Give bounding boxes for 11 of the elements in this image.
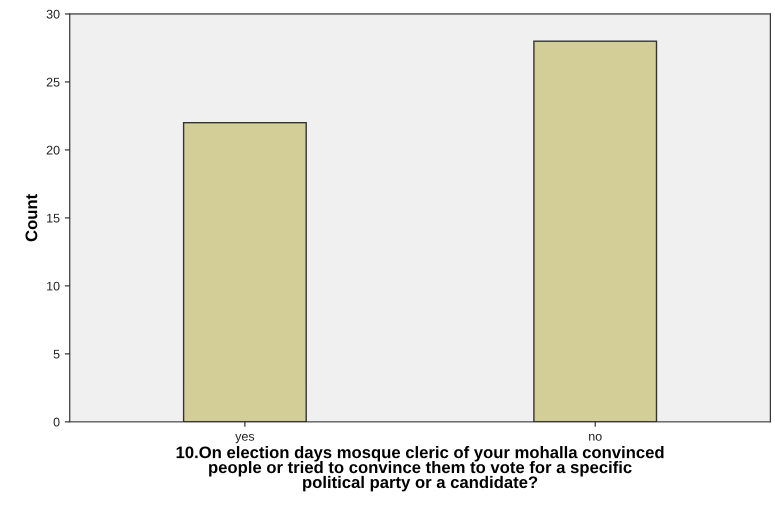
y-axis-title: Count xyxy=(25,194,38,242)
x-tick-label: no xyxy=(589,434,602,441)
x-tick-label: yes xyxy=(235,434,254,444)
y-tick-label: 30 xyxy=(46,10,60,19)
x-axis-title: 10.On election days mosque cleric of your mohalla convinced people or tried to convince them to vote for a specific political party or a candidate? xyxy=(176,446,664,492)
y-tick-label: 20 xyxy=(46,146,60,155)
y-tick-label: 25 xyxy=(46,78,60,87)
y-tick-label: 10 xyxy=(47,282,60,291)
y-tick-label: 15 xyxy=(47,214,60,223)
y-tick-label: 0 xyxy=(54,418,60,427)
y-tick-label: 5 xyxy=(54,350,60,359)
